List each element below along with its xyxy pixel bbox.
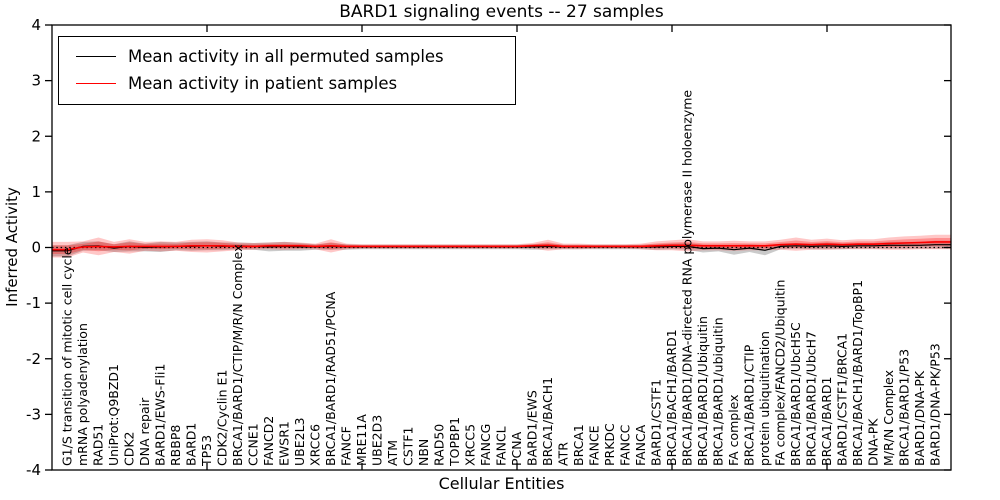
x-category-label: BRCA1/BARD1/P53 xyxy=(897,349,912,466)
x-category-label: BARD1/EWS-Fli1 xyxy=(153,364,168,466)
x-category-label: CDK2 xyxy=(122,431,137,466)
legend: Mean activity in all permuted samples Me… xyxy=(58,36,516,105)
x-category-label: UniProt:Q9BZD1 xyxy=(106,364,121,466)
x-category-label: BRCA1/BACH1/BARD1 xyxy=(664,329,679,466)
x-category-label: FANCG xyxy=(478,424,493,466)
x-category-label: FANCA xyxy=(633,424,648,466)
x-category-label: BRCA1/BARD1/RAD51/PCNA xyxy=(323,291,338,466)
x-category-label: DNA-PK xyxy=(866,418,881,466)
x-category-label: ATM xyxy=(385,440,400,466)
y-tick-label: 0 xyxy=(31,239,41,257)
y-tick-label: -4 xyxy=(26,461,41,479)
x-category-label: PCNA xyxy=(509,431,524,466)
x-category-label: BRCA1/BARD1/CTIP xyxy=(742,344,757,466)
x-category-label: BARD1/DNA-PK xyxy=(912,370,927,466)
x-category-label: UBE2L3 xyxy=(292,418,307,467)
x-category-label: RAD51 xyxy=(91,424,106,466)
legend-entry-permuted: Mean activity in all permuted samples xyxy=(69,43,505,70)
x-category-label: BARD1/CSTF1/BRCA1 xyxy=(835,333,850,466)
y-tick-label: 3 xyxy=(31,72,41,90)
x-category-label: FANCL xyxy=(494,426,509,466)
x-category-label: EWSR1 xyxy=(277,421,292,466)
patient-mean-line xyxy=(52,241,951,251)
x-category-label: XRCC5 xyxy=(463,424,478,466)
x-category-label: BRCA1/BARD1 xyxy=(819,377,834,466)
x-category-label: BARD1/CSTF1 xyxy=(649,379,664,466)
x-axis-label: Cellular Entities xyxy=(438,474,565,493)
legend-label: Mean activity in all permuted samples xyxy=(128,47,444,66)
x-category-label: G1/S transition of mitotic cell cycle xyxy=(60,247,75,466)
x-category-label: BRCA1/BARD1/DNA-directed RNA polymerase … xyxy=(680,90,695,466)
x-category-label: CCNE1 xyxy=(246,423,261,466)
x-category-label: BRCA1/BARD1/ubiquitin xyxy=(711,317,726,466)
x-category-label: BRCA1/BARD1/Ubiquitin xyxy=(695,316,710,466)
x-category-label: MRE11A xyxy=(354,414,369,466)
y-tick-label: -2 xyxy=(26,350,41,368)
chart-title: BARD1 signaling events -- 27 samples xyxy=(339,2,664,22)
x-category-label: BRCA1/BARD1/CTIP/M/R/N Complex xyxy=(230,244,245,466)
x-category-label: protein ubiquitination xyxy=(757,331,772,466)
x-category-label: TOPBP1 xyxy=(447,417,462,467)
x-category-label: BARD1 xyxy=(184,423,199,466)
x-category-label: RBBP8 xyxy=(168,425,183,466)
y-tick-label: 2 xyxy=(31,127,41,145)
x-category-label: NBN xyxy=(416,439,431,466)
x-category-label: DNA repair xyxy=(137,397,152,466)
legend-entry-patient: Mean activity in patient samples xyxy=(69,70,505,97)
x-category-label: BARD1/DNA-PK/P53 xyxy=(928,343,943,466)
x-category-label: BRCA1/BARD1/UbcH5C xyxy=(788,322,803,466)
x-category-label: FANCE xyxy=(587,425,602,466)
x-category-label: PRKDC xyxy=(602,423,617,466)
x-category-label: TP53 xyxy=(199,435,214,467)
x-category-label: FA complex/FANCD2/Ubiquitin xyxy=(773,280,788,466)
x-category-label: ATR xyxy=(556,442,571,466)
x-category-label: BRCA1/BACH1/BARD1/TopBP1 xyxy=(850,280,865,466)
x-category-label: FANCF xyxy=(339,426,354,466)
x-category-label: mRNA polyadenylation xyxy=(75,323,90,466)
y-tick-label: -1 xyxy=(26,294,41,312)
x-category-label: CSTF1 xyxy=(401,427,416,466)
y-tick-label: 4 xyxy=(31,16,41,34)
legend-label: Mean activity in patient samples xyxy=(128,74,398,93)
x-category-label: BRCA1/BARD1/UbcH7 xyxy=(804,331,819,466)
y-tick-label: 1 xyxy=(31,183,41,201)
x-category-label: BARD1/EWS xyxy=(525,390,540,466)
x-category-label: RAD50 xyxy=(432,424,447,466)
legend-line-black xyxy=(76,56,116,57)
x-category-label: XRCC6 xyxy=(308,424,323,466)
x-category-label: UBE2D3 xyxy=(370,415,385,466)
permuted-band xyxy=(52,240,951,257)
y-tick-label: -3 xyxy=(26,405,41,423)
x-category-label: CDK2/Cyclin E1 xyxy=(215,370,230,466)
x-category-label: BRCA1 xyxy=(571,424,586,466)
x-category-label: M/R/N Complex xyxy=(881,370,896,466)
legend-line-red xyxy=(76,83,116,84)
x-category-label: BRCA1/BACH1 xyxy=(540,377,555,466)
x-category-label: FA complex xyxy=(726,394,741,466)
x-category-label: FANCD2 xyxy=(261,416,276,466)
x-category-label: FANCC xyxy=(618,424,633,466)
